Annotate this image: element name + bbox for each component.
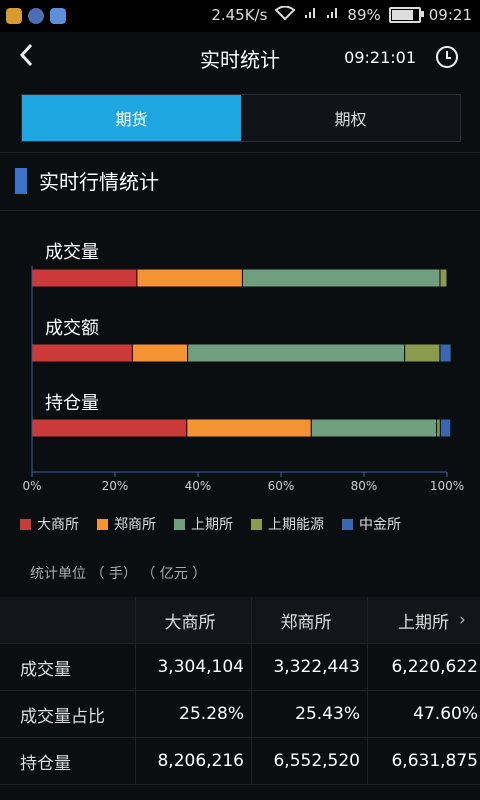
legend-swatch: [342, 518, 353, 530]
tab-futures[interactable]: 期货: [22, 95, 241, 141]
table-cell: 47.60%: [367, 691, 480, 737]
legend-item: 中金所: [342, 514, 401, 534]
x-tick-label: 40%: [185, 479, 212, 493]
bar-segment: [241, 268, 441, 288]
table-cell: 6,552,520: [251, 738, 367, 784]
legend-label: 上期所: [191, 517, 233, 533]
bar-segment: [31, 268, 138, 288]
bar-segment: [131, 343, 189, 363]
x-tick-label: 80%: [351, 479, 378, 493]
bar-segment: [439, 418, 452, 438]
table-header-row: 大商所 郑商所 上期所 ›: [0, 597, 480, 644]
divider: [0, 210, 480, 211]
table-row: 持仓量 8,206,216 6,552,520 6,631,875: [0, 738, 480, 785]
row-label: 成交量: [20, 659, 71, 680]
table-cell: 25.43%: [251, 691, 367, 737]
table-row: 成交量 3,304,104 3,322,443 6,220,622: [0, 644, 480, 691]
table-header-corner: [0, 597, 135, 643]
category-label: 成交额: [45, 318, 99, 339]
back-icon[interactable]: [18, 42, 34, 75]
clock: 09:21: [428, 6, 472, 24]
divider: [0, 152, 480, 153]
app-notification-icon: [6, 8, 22, 24]
row-label: 成交量占比: [20, 706, 105, 727]
table-cell: 25.28%: [135, 691, 251, 737]
bar-segment: [187, 343, 406, 363]
bar-segment: [439, 343, 452, 363]
legend-label: 上期能源: [268, 517, 324, 533]
tab-options[interactable]: 期权: [241, 95, 460, 141]
bar-segment: [31, 418, 188, 438]
bar-segment: [404, 343, 441, 363]
notification-icons: [6, 8, 66, 24]
legend-label: 大商所: [37, 517, 79, 533]
status-bar: 2.45K/s 89% 09:21: [0, 0, 480, 32]
network-speed: 2.45K/s: [211, 6, 268, 24]
legend-item: 大商所: [20, 514, 79, 534]
bar-segment: [186, 418, 312, 438]
unit-note: 统计单位 （ 手） （ 亿元 ）: [30, 566, 207, 582]
table-row: 成交量占比 25.28% 25.43% 47.60%: [0, 691, 480, 738]
legend-swatch: [251, 518, 262, 530]
battery-percent: 89%: [347, 6, 381, 24]
bar-segment: [439, 268, 448, 288]
chevron-right-icon[interactable]: ›: [459, 610, 466, 630]
column-header-shfe[interactable]: 上期所 ›: [367, 597, 480, 643]
table-cell: 8,206,216: [135, 738, 251, 784]
x-tick-label: 0%: [22, 479, 41, 493]
browser-notification-icon: [28, 8, 44, 24]
battery-icon: [388, 7, 424, 23]
weather-notification-icon: [50, 8, 66, 24]
update-time: 09:21:01: [344, 48, 416, 67]
section-header: 实时行情统计: [15, 166, 159, 195]
legend-item: 上期所: [174, 514, 233, 534]
legend-item: 上期能源: [251, 514, 324, 534]
wifi-icon: [274, 5, 296, 24]
chart-legend: 大商所 郑商所 上期所 上期能源 中金所: [20, 514, 401, 534]
legend-swatch: [174, 518, 185, 530]
legend-label: 中金所: [359, 517, 401, 533]
table-cell: 3,322,443: [251, 644, 367, 690]
stats-table: 大商所 郑商所 上期所 › 成交量 3,304,104 3,322,443 6,…: [0, 597, 480, 785]
bar-segment: [436, 418, 441, 438]
row-label: 持仓量: [20, 753, 71, 774]
legend-label: 郑商所: [114, 517, 156, 533]
signal-icon-2: [325, 6, 339, 24]
column-header-czce[interactable]: 郑商所: [251, 597, 367, 643]
page-title: 实时统计: [200, 48, 280, 72]
legend-swatch: [20, 518, 31, 530]
app-header: 实时统计 09:21:01: [0, 32, 480, 82]
legend-swatch: [97, 518, 108, 530]
legend-item: 郑商所: [97, 514, 156, 534]
battery-level: [391, 10, 414, 20]
table-cell: 6,220,622: [367, 644, 480, 690]
column-header-shfe-label: 上期所: [398, 612, 449, 633]
market-tabs: 期货 期权: [21, 94, 461, 142]
category-label: 成交量: [45, 242, 99, 263]
x-tick-label: 20%: [102, 479, 129, 493]
table-cell: 6,631,875: [367, 738, 480, 784]
signal-icon-1: [303, 6, 317, 24]
bar-segment: [136, 268, 243, 288]
table-cell: 3,304,104: [135, 644, 251, 690]
history-icon[interactable]: [436, 46, 458, 68]
bar-segment: [310, 418, 438, 438]
section-marker: [15, 167, 27, 194]
section-title: 实时行情统计: [39, 170, 159, 194]
x-tick-label: 60%: [268, 479, 295, 493]
x-tick-label: 100%: [430, 479, 464, 493]
column-header-dce[interactable]: 大商所: [135, 597, 251, 643]
bar-segment: [31, 343, 133, 363]
category-label: 持仓量: [45, 393, 99, 414]
